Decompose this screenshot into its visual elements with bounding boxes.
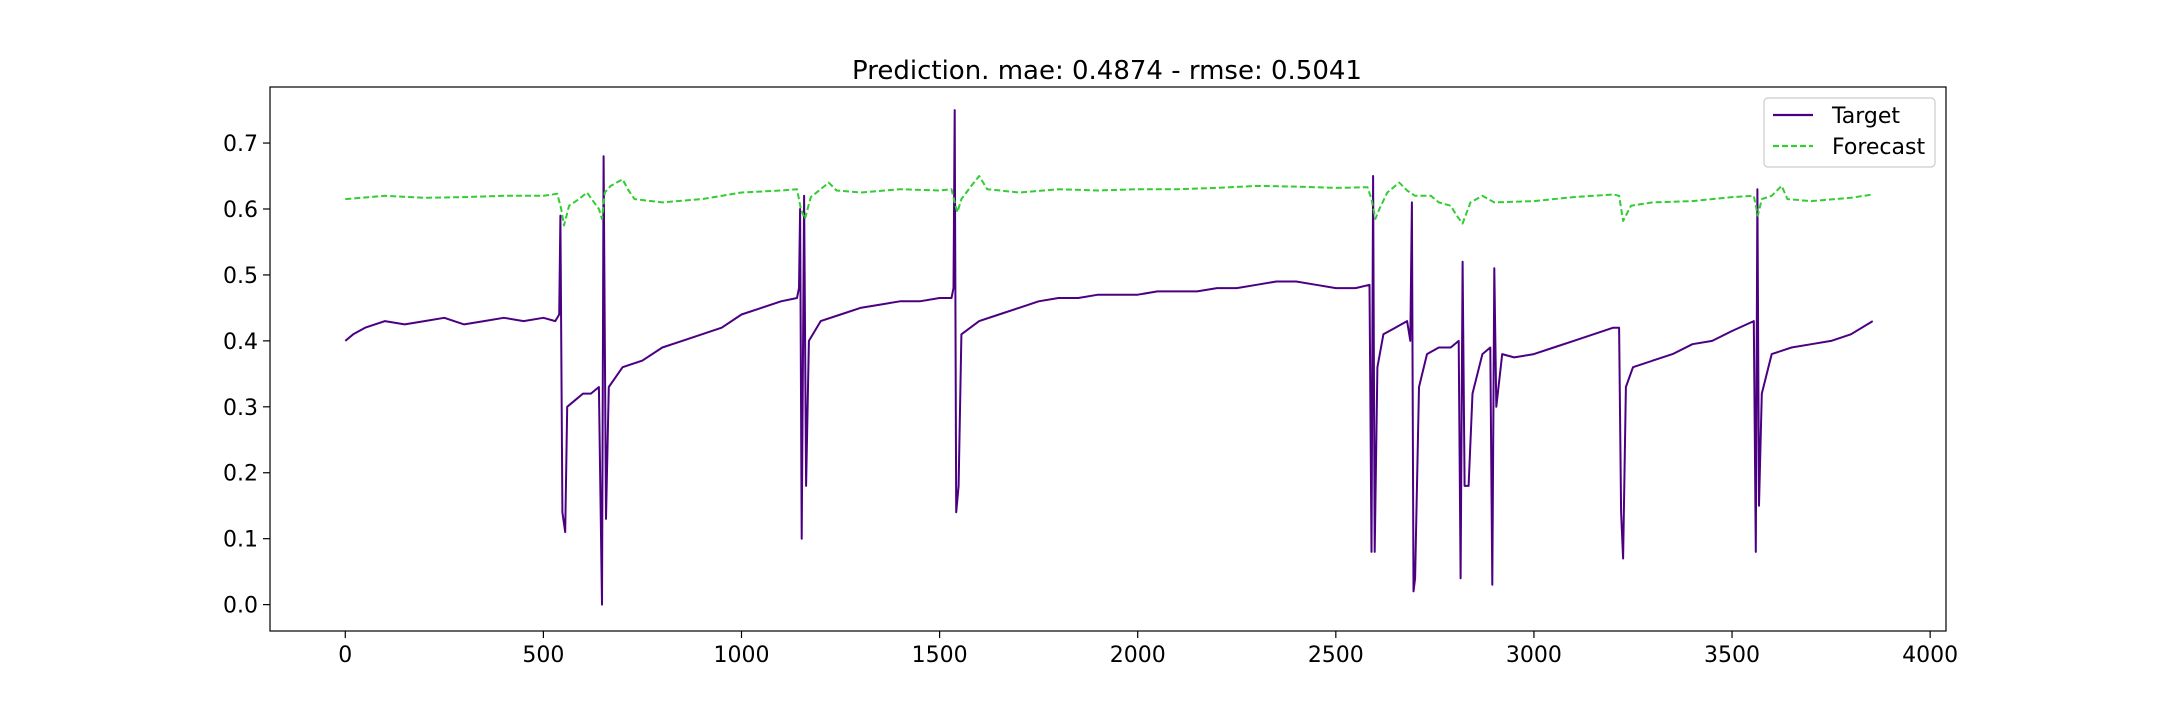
- x-tick-label: 0: [338, 643, 352, 668]
- x-tick-label: 3500: [1704, 643, 1760, 668]
- y-tick-label: 0.3: [223, 396, 258, 421]
- series-line-target: [344, 109, 1874, 606]
- legend-label-target: Target: [1831, 104, 1900, 129]
- x-tick-label: 500: [522, 643, 564, 668]
- x-tick-label: 2000: [1110, 643, 1166, 668]
- chart-title: Prediction. mae: 0.4874 - rmse: 0.5041: [852, 56, 1362, 86]
- y-tick-label: 0.7: [223, 132, 258, 157]
- series-line-forecast: [345, 175, 1873, 227]
- x-axis: 0 500 1000 1500 2000 2500 3000 3500 4000: [338, 631, 1958, 668]
- x-tick-label: 3000: [1506, 643, 1562, 668]
- legend-label-forecast: Forecast: [1832, 135, 1925, 160]
- legend: Target Forecast: [1763, 97, 1936, 168]
- series-layer: [344, 109, 1874, 606]
- x-tick-label: 1500: [912, 643, 968, 668]
- y-axis: 0.0 0.1 0.2 0.3 0.4 0.5 0.6 0.7: [223, 132, 270, 619]
- x-tick-label: 2500: [1308, 643, 1364, 668]
- y-tick-label: 0.2: [223, 462, 258, 487]
- y-tick-label: 0.4: [223, 330, 258, 355]
- x-tick-label: 1000: [713, 643, 769, 668]
- y-tick-label: 0.1: [223, 528, 258, 553]
- y-tick-label: 0.6: [223, 198, 258, 223]
- plot-frame: [269, 86, 1947, 632]
- x-tick-label: 4000: [1902, 643, 1958, 668]
- y-tick-label: 0.0: [223, 594, 258, 619]
- y-tick-label: 0.5: [223, 264, 258, 289]
